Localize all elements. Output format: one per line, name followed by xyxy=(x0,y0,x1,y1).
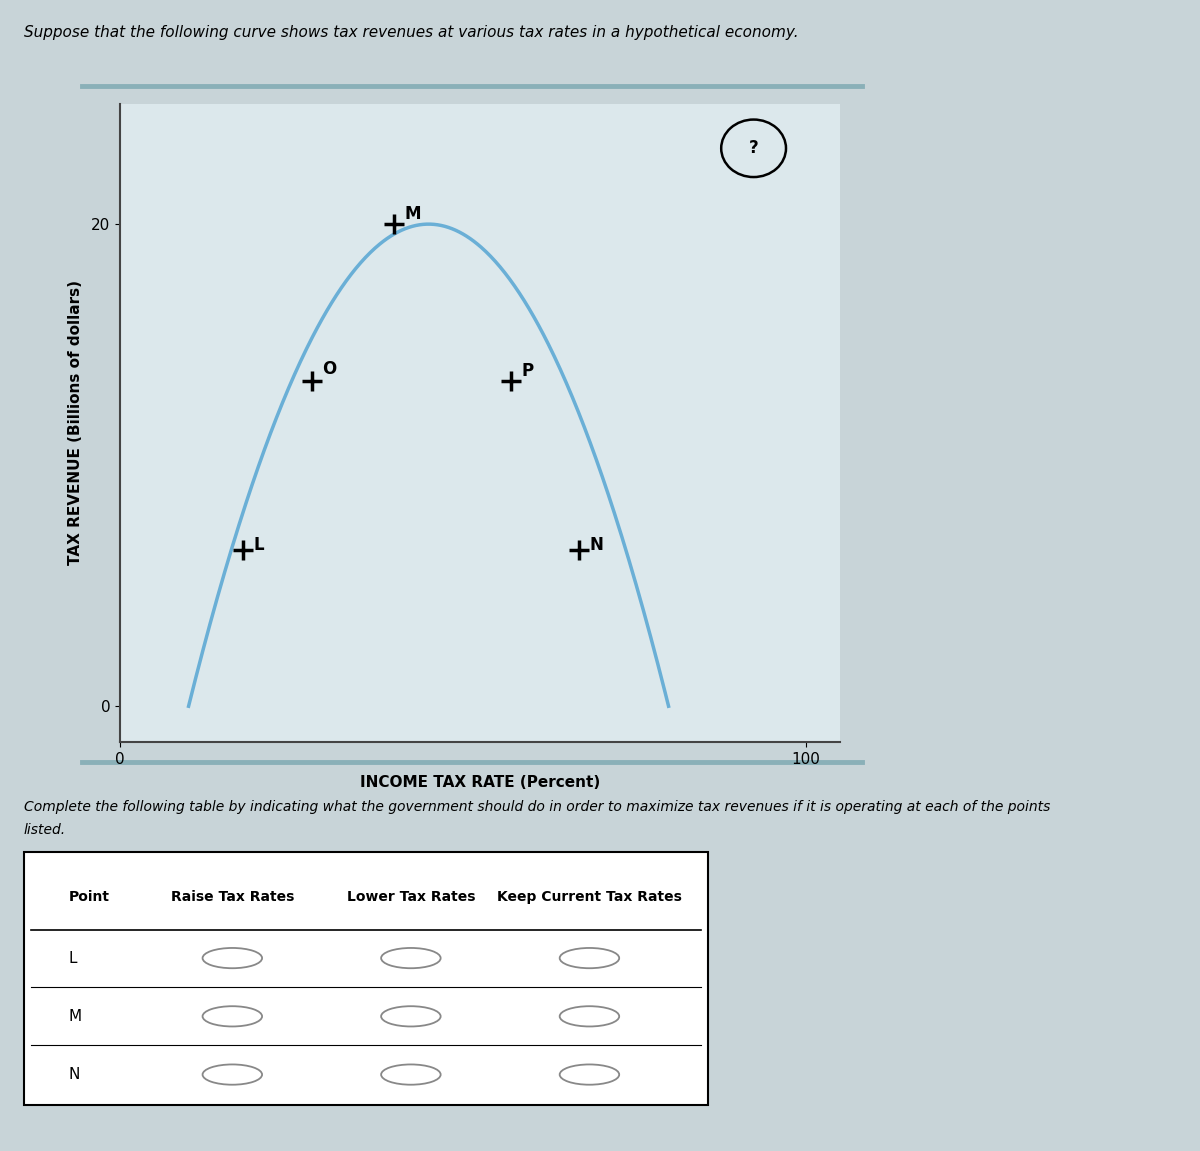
Text: P: P xyxy=(521,361,533,380)
Text: Complete the following table by indicating what the government should do in orde: Complete the following table by indicati… xyxy=(24,800,1050,814)
Text: listed.: listed. xyxy=(24,823,66,837)
Text: Keep Current Tax Rates: Keep Current Tax Rates xyxy=(497,891,682,905)
Text: Raise Tax Rates: Raise Tax Rates xyxy=(170,891,294,905)
Text: M: M xyxy=(404,205,421,223)
Text: O: O xyxy=(323,359,336,378)
X-axis label: INCOME TAX RATE (Percent): INCOME TAX RATE (Percent) xyxy=(360,776,600,791)
FancyBboxPatch shape xyxy=(24,852,708,1105)
Text: ?: ? xyxy=(749,139,758,158)
Text: M: M xyxy=(68,1008,82,1024)
Y-axis label: TAX REVENUE (Billions of dollars): TAX REVENUE (Billions of dollars) xyxy=(67,281,83,565)
Text: L: L xyxy=(253,535,264,554)
Text: N: N xyxy=(68,1067,80,1082)
Text: L: L xyxy=(68,951,77,966)
Text: Suppose that the following curve shows tax revenues at various tax rates in a hy: Suppose that the following curve shows t… xyxy=(24,25,799,40)
Text: Point: Point xyxy=(68,891,109,905)
Text: N: N xyxy=(589,535,604,554)
Text: Lower Tax Rates: Lower Tax Rates xyxy=(347,891,475,905)
